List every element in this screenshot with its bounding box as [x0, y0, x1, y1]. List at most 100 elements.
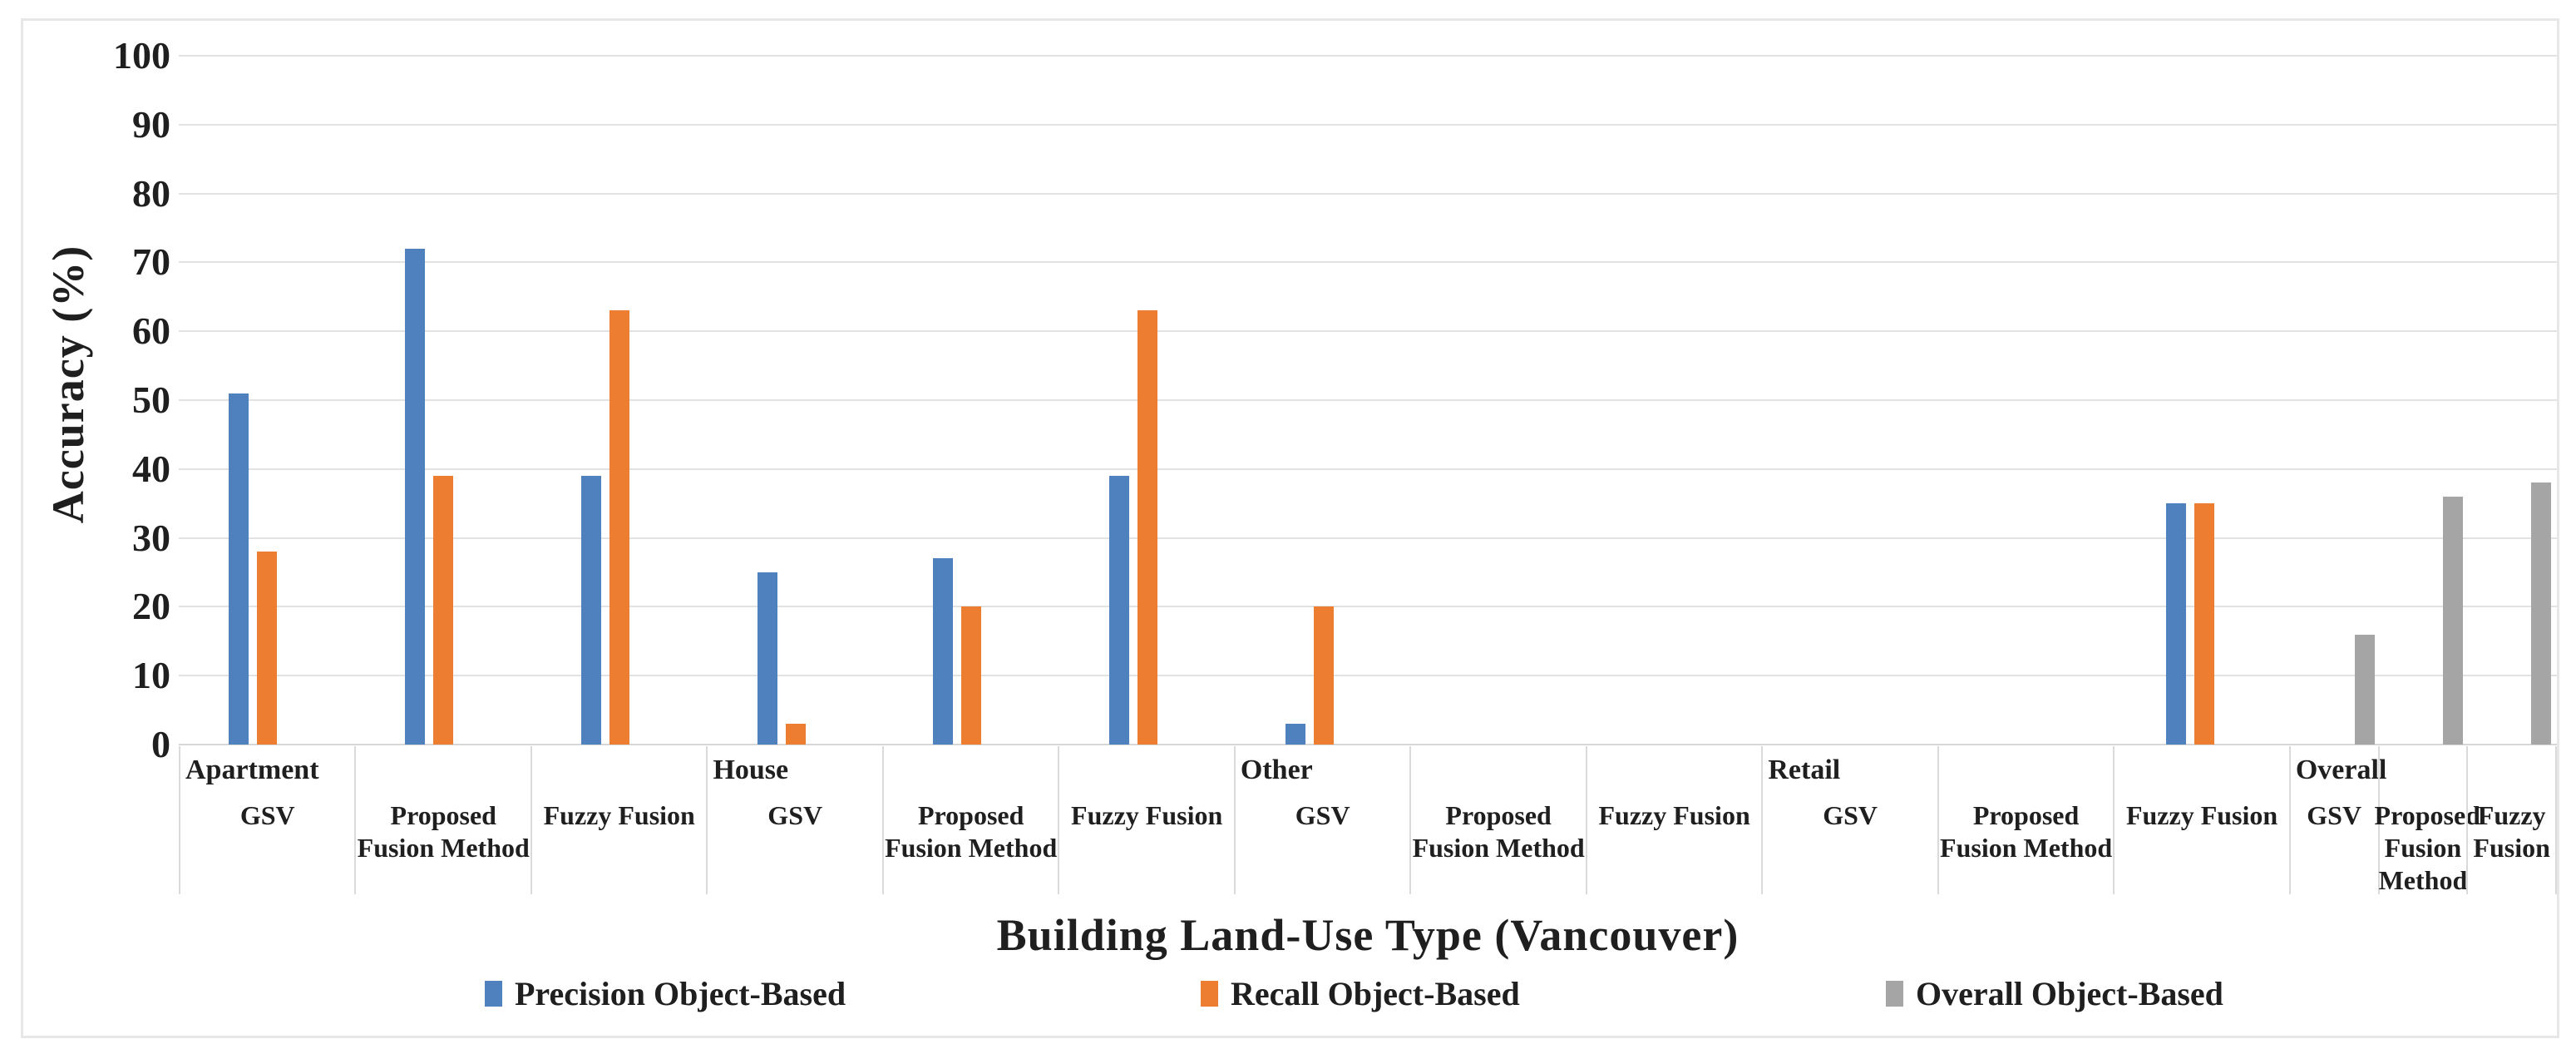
bar-precision-1: [404, 248, 425, 745]
y-tick-label-30: 30: [132, 516, 170, 559]
bar-precision-0: [228, 393, 249, 745]
x-label-cell-0: Apartment GSV: [179, 746, 354, 894]
category-cell-5: [1059, 56, 1236, 745]
y-tick-label-100: 100: [113, 34, 170, 77]
legend-item-recall: Recall Object-Based: [1201, 972, 1520, 1015]
bar-overall-14: [2531, 482, 2552, 745]
category-cell-8: [1588, 56, 1764, 745]
bar-recall-6: [1314, 606, 1335, 745]
legend-marker-recall-icon: [1201, 980, 1218, 1007]
method-label-11: Fuzzy Fusion: [2125, 800, 2278, 830]
gridline-0: [179, 744, 2557, 745]
plot-area: [179, 55, 2557, 745]
category-cell-3: [708, 56, 884, 745]
bar-recall-4: [961, 606, 982, 745]
gridline-80: [179, 192, 2557, 195]
gridline-50: [179, 399, 2557, 401]
x-label-cell-4: Proposed Fusion Method: [881, 746, 1058, 894]
category-cell-10: [1941, 56, 2117, 745]
method-label-7: Proposed Fusion Method: [1412, 800, 1585, 864]
method-label-9: GSV: [1823, 800, 1878, 830]
bar-precision-11: [2166, 503, 2187, 745]
legend-label-recall: Recall Object-Based: [1231, 974, 1520, 1012]
bar-series-area: [179, 56, 2557, 745]
category-cell-7: [1412, 56, 1588, 745]
bar-recall-5: [1137, 310, 1158, 745]
x-label-cell-1: Proposed Fusion Method: [354, 746, 530, 894]
y-tick-label-20: 20: [132, 585, 170, 628]
x-label-cell-6: Other GSV: [1233, 746, 1409, 894]
y-tick-label-50: 50: [132, 379, 170, 421]
method-label-12: GSV: [2307, 800, 2362, 830]
method-label-10: Proposed Fusion Method: [1940, 800, 2113, 864]
bar-precision-4: [933, 558, 954, 745]
legend-label-precision: Precision Object-Based: [515, 974, 846, 1012]
group-label-retail: Retail: [1768, 755, 1841, 785]
method-label-5: Fuzzy Fusion: [1071, 800, 1223, 830]
gridline-90: [179, 123, 2557, 126]
legend-label-overall: Overall Object-Based: [1916, 974, 2223, 1012]
category-cell-11: [2116, 56, 2292, 745]
bar-precision-2: [580, 476, 601, 745]
bar-overall-12: [2355, 634, 2376, 745]
y-tick-label-10: 10: [132, 654, 170, 697]
gridline-70: [179, 261, 2557, 264]
x-label-cell-8: Fuzzy Fusion: [1585, 746, 1761, 894]
bar-recall-11: [2194, 503, 2215, 745]
gridline-60: [179, 330, 2557, 333]
method-label-1: Proposed Fusion Method: [357, 800, 530, 864]
y-tick-label-90: 90: [132, 102, 170, 146]
x-label-cell-5: Fuzzy Fusion: [1058, 746, 1233, 894]
gridline-10: [179, 675, 2557, 677]
group-label-house: House: [713, 755, 789, 785]
category-cell-6: [1236, 56, 1412, 745]
bar-recall-1: [432, 476, 453, 745]
x-axis-category-labels: Apartment GSV Proposed Fusion Method Fuzzy …: [179, 746, 2558, 895]
bar-precision-3: [757, 572, 777, 745]
method-label-4: Proposed Fusion Method: [885, 800, 1058, 864]
x-label-cell-12: Overall GSV: [2288, 746, 2386, 894]
gridline-20: [179, 606, 2557, 608]
x-label-cell-7: Proposed Fusion Method: [1409, 746, 1585, 894]
category-cell-14: [2469, 56, 2557, 745]
y-tick-label-60: 60: [132, 309, 170, 353]
bar-precision-5: [1109, 476, 1130, 745]
method-label-0: GSV: [239, 800, 295, 830]
group-label-apartment: Apartment: [185, 755, 319, 785]
bar-precision-6: [1286, 724, 1306, 745]
x-label-cell-14: Fuzzy Fusion: [2466, 746, 2558, 894]
method-label-8: Fuzzy Fusion: [1598, 800, 1750, 830]
x-label-cell-11: Fuzzy Fusion: [2113, 746, 2288, 894]
method-label-6: GSV: [1295, 800, 1350, 830]
bar-overall-13: [2443, 496, 2464, 745]
x-label-cell-10: Proposed Fusion Method: [1937, 746, 2113, 894]
method-label-13: Proposed Fusion Method: [2374, 800, 2480, 896]
x-label-cell-9: Retail GSV: [1761, 746, 1937, 894]
x-label-cell-2: Fuzzy Fusion: [530, 746, 706, 894]
gridline-40: [179, 468, 2557, 470]
legend-marker-overall-icon: [1886, 980, 1903, 1007]
y-tick-label-80: 80: [132, 171, 170, 215]
bar-recall-2: [609, 310, 629, 745]
method-label-2: Fuzzy Fusion: [543, 800, 695, 830]
category-cell-13: [2381, 56, 2469, 745]
x-label-cell-13: Proposed Fusion Method: [2375, 746, 2480, 895]
category-cell-12: [2292, 56, 2381, 745]
category-cell-1: [355, 56, 531, 745]
gridline-100: [179, 55, 2557, 57]
y-tick-label-40: 40: [132, 447, 170, 490]
bar-recall-3: [785, 724, 806, 745]
group-label-overall: Overall: [2295, 755, 2387, 785]
category-cell-0: [179, 56, 355, 745]
x-axis-title: Building Land-Use Type (Vancouver): [996, 910, 1740, 960]
category-cell-9: [1764, 56, 1941, 745]
y-tick-label-0: 0: [151, 723, 170, 765]
group-label-other: Other: [1240, 755, 1313, 785]
y-tick-label-70: 70: [132, 240, 170, 284]
legend-marker-precision-icon: [485, 980, 502, 1007]
category-cell-4: [883, 56, 1059, 745]
category-cell-2: [531, 56, 708, 745]
gridline-30: [179, 537, 2557, 539]
legend-item-overall: Overall Object-Based: [1886, 972, 2223, 1015]
